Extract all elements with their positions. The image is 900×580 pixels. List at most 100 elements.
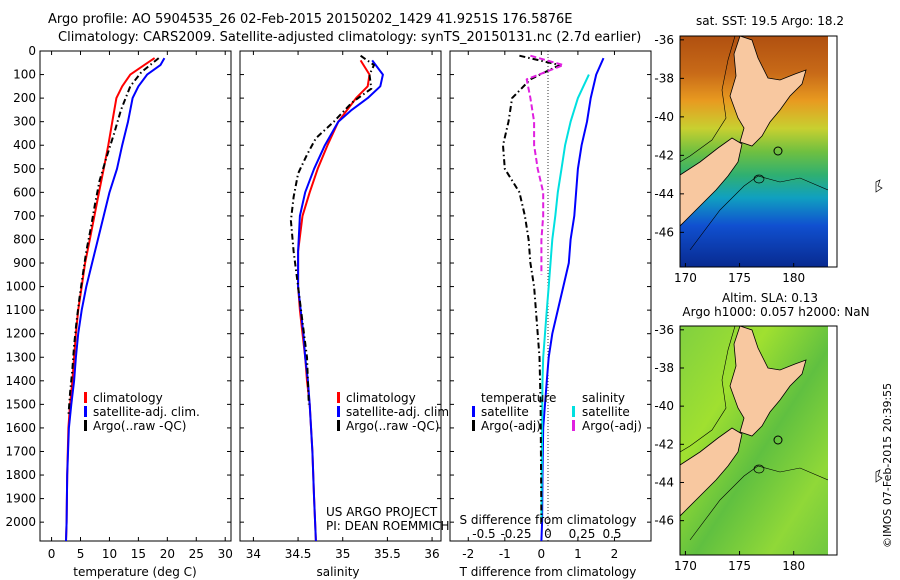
sla-map-title-line2: Argo h1000: 0.057 h2000: NaN — [682, 305, 869, 319]
s-tick-label: 0 — [544, 527, 552, 541]
temperature-axes — [39, 50, 232, 542]
legend-label-s-argo: Argo(-adj) — [582, 419, 642, 433]
temperature-xlabel: temperature (deg C) — [73, 565, 196, 579]
y-tick-label: 1000 — [5, 280, 36, 294]
chatham-islands — [875, 179, 883, 193]
sla-land — [680, 326, 828, 541]
argo-position-marker — [773, 435, 783, 445]
y-tick-label: 700 — [13, 209, 36, 223]
argo-position-marker — [773, 146, 783, 156]
series-line-s-satellite — [540, 74, 590, 523]
pi-annotation: PI: DEAN ROEMMICH — [326, 519, 449, 533]
difference-axes — [449, 50, 652, 542]
map-y-tick-label: -40 — [654, 110, 674, 124]
y-tick-label: 0 — [28, 44, 36, 58]
x-tick-label: 2 — [611, 547, 619, 561]
map-x-tick-label: 175 — [728, 271, 751, 285]
legend-label-satellite-adj: satellite-adj. clim. — [346, 405, 453, 419]
salinity-series — [289, 54, 384, 541]
x-tick-label: 34.5 — [285, 547, 312, 561]
legend-label-s-satellite: satellite — [582, 405, 630, 419]
y-tick-label: 200 — [13, 91, 36, 105]
difference-panel: -2 -1 0 1 2 S difference from climatology -0… — [449, 50, 652, 579]
s-tick-label: 0.5 — [602, 527, 621, 541]
map-y-tick-label: -44 — [654, 475, 674, 489]
map-y-tick-label: -46 — [654, 225, 674, 239]
north-island — [729, 36, 807, 147]
y-tick-label: 500 — [13, 162, 36, 176]
sst-map-title: sat. SST: 19.5 Argo: 18.2 — [696, 14, 844, 28]
map-x-tick-label: 170 — [674, 559, 697, 573]
sla-map-frame — [679, 325, 838, 556]
x-tick-label: 0 — [538, 547, 546, 561]
x-tick-label: -2 — [462, 547, 474, 561]
south-island — [680, 137, 743, 227]
x-tick-label: 36 — [424, 547, 439, 561]
y-tick-label: 800 — [13, 232, 36, 246]
legend-label-argo: Argo(..raw -QC) — [346, 419, 439, 433]
y-tick-label: 1400 — [5, 374, 36, 388]
legend-swatch-satellite-adj — [337, 406, 340, 417]
bathymetry-contour — [680, 36, 736, 163]
legend-swatch-argo — [84, 420, 87, 431]
legend-label-t-satellite: satellite — [481, 405, 529, 419]
y-tick-label: 300 — [13, 115, 36, 129]
legend-swatch-argo — [337, 420, 340, 431]
x-tick-label: 30 — [218, 547, 233, 561]
x-tick-label: 35 — [335, 547, 350, 561]
map-x-tick-label: 170 — [674, 271, 697, 285]
sst-land — [680, 36, 828, 251]
y-tick-label: 2000 — [5, 515, 36, 529]
map-y-tick-label: -38 — [654, 361, 674, 375]
y-tick-label: 1300 — [5, 350, 36, 364]
header-line2: Climatology: CARS2009. Satellite-adjuste… — [58, 30, 641, 45]
y-tick-label: 1500 — [5, 397, 36, 411]
sst-map: sat. SST: 19.5 Argo: 18.2 -36 -38 -40 -42 -4… — [654, 14, 883, 285]
depth-axis: 0 100 200 300 400 500 600 700 800 900 1000 1100 1200… — [5, 44, 36, 529]
map-y-tick-label: -36 — [654, 323, 674, 337]
series-line-argo-raw-qc — [289, 54, 375, 405]
header-line1: Argo profile: AO 5904535_26 02-Feb-2015 … — [48, 12, 572, 27]
map-y-tick-label: -40 — [654, 399, 674, 413]
map-y-tick-label: -42 — [654, 148, 674, 162]
map-x-tick-label: 180 — [782, 559, 805, 573]
salinity-axes — [239, 50, 442, 542]
sst-map-x-axis: 170 175 180 — [674, 263, 805, 285]
y-tick-label: 1700 — [5, 444, 36, 458]
legend-swatch-climatology — [337, 392, 340, 403]
map-y-tick-label: -36 — [654, 33, 674, 47]
legend-swatch-t-satellite — [472, 406, 475, 417]
legend-label-satellite-adj: satellite-adj. clim. — [93, 405, 200, 419]
y-tick-label: 100 — [13, 68, 36, 82]
salinity-legend: climatology satellite-adj. clim. Argo(..… — [337, 391, 453, 433]
x-tick-label: 5 — [77, 547, 85, 561]
legend-title-temperature: temperature — [481, 391, 556, 405]
legend-label-argo: Argo(..raw -QC) — [93, 419, 186, 433]
sla-map-x-axis: 170 175 180 — [674, 551, 805, 573]
difference-series — [502, 54, 605, 541]
x-tick-label: 10 — [102, 547, 117, 561]
sla-map-y-axis: -36 -38 -40 -42 -44 -46 — [654, 323, 684, 528]
legend-swatch-s-argo — [572, 420, 575, 431]
x-tick-label: -1 — [499, 547, 511, 561]
legend-title-salinity: salinity — [582, 391, 625, 405]
s-tick-label: -0.25 — [500, 527, 531, 541]
map-y-tick-label: -38 — [654, 71, 674, 85]
temperature-x-axis: 0 5 10 15 20 25 30 — [40, 50, 233, 561]
temperature-panel: 0100200300400500600700800900100011001200… — [5, 44, 232, 579]
x-tick-label: 0 — [48, 547, 56, 561]
series-line-t-satellite — [540, 57, 605, 541]
y-tick-label: 400 — [13, 138, 36, 152]
imos-stamp: ©IMOS 07-Feb-2015 20:39:55 — [881, 383, 894, 548]
y-tick-label: 600 — [13, 185, 36, 199]
map-y-tick-label: -44 — [654, 187, 674, 201]
x-tick-label: 20 — [160, 547, 175, 561]
temperature-legend: climatology satellite-adj. clim. Argo(..… — [84, 391, 200, 433]
map-x-tick-label: 175 — [728, 559, 751, 573]
bathymetry-contour — [689, 465, 828, 541]
legend-swatch-t-argo — [472, 420, 475, 431]
series-line-t-argo-adj — [502, 54, 561, 523]
s-tick-label: -0.5 — [472, 527, 495, 541]
map-y-tick-label: -46 — [654, 514, 674, 528]
